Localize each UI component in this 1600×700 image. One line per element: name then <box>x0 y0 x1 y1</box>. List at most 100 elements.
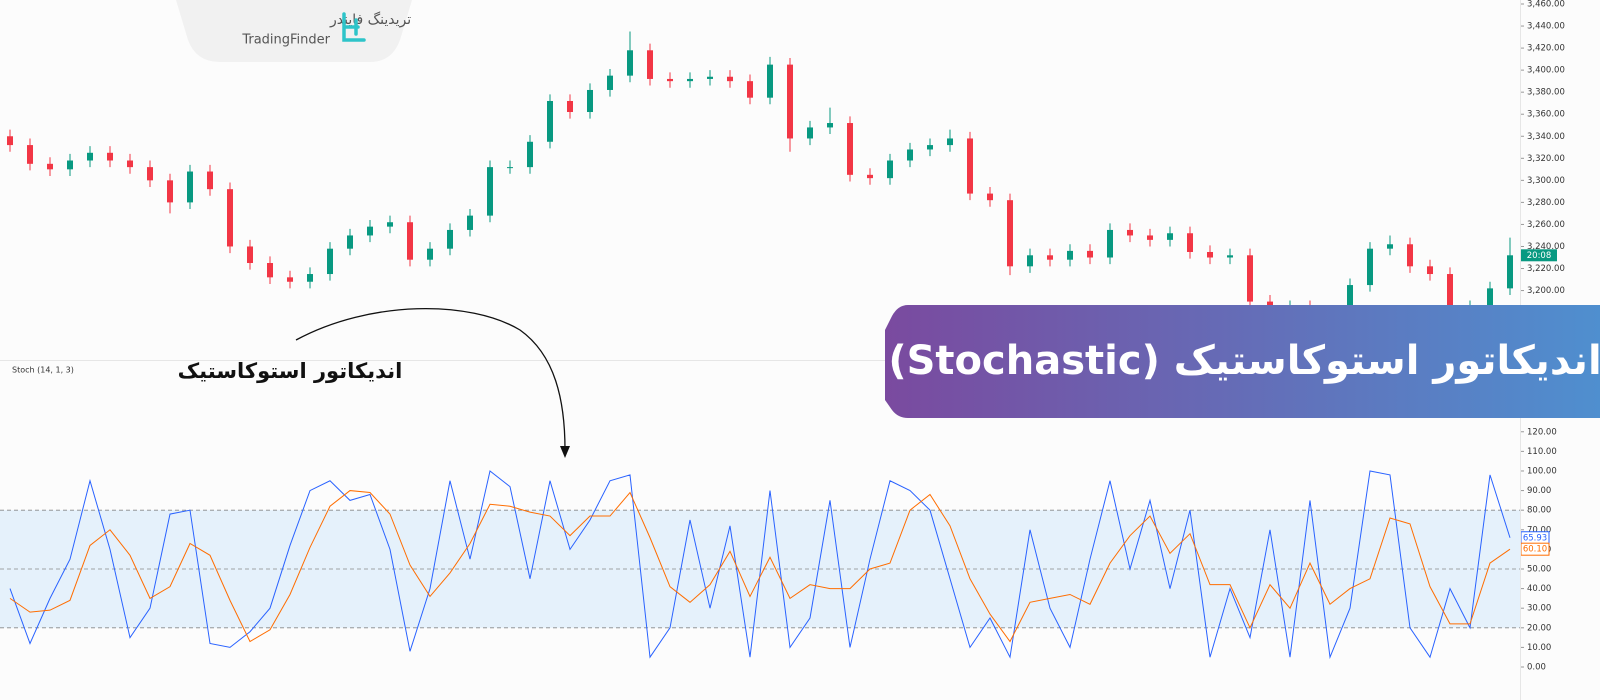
candle-body <box>207 171 213 190</box>
candle-body <box>787 64 793 139</box>
arrow-head <box>560 446 570 458</box>
logo-icon <box>342 12 366 42</box>
y-tick-label: 3,200.00 <box>1527 286 1565 296</box>
candle-body <box>1267 301 1273 308</box>
candle-body <box>1007 200 1013 267</box>
candle-body <box>967 138 973 194</box>
stoch-line <box>9 490 1511 643</box>
candle-body <box>327 248 333 275</box>
candle-body <box>687 78 693 82</box>
y-tick-label: 3,460.00 <box>1527 0 1565 10</box>
banner <box>885 305 1600 418</box>
y-tick-label: 10.00 <box>1527 643 1551 653</box>
candle-body <box>867 174 873 179</box>
candle-body <box>147 167 153 181</box>
candle-body <box>347 235 353 249</box>
candle-body <box>527 141 533 168</box>
candle-body <box>1187 233 1193 252</box>
candle-body <box>367 226 373 236</box>
y-tick-label: 3,300.00 <box>1527 176 1565 186</box>
candle-body <box>927 145 933 150</box>
candle-body <box>107 152 113 161</box>
logo-backdrop <box>176 0 412 62</box>
candle-body <box>587 89 593 113</box>
candle-body <box>987 193 993 201</box>
last-value-label: 60.10 <box>1523 545 1547 555</box>
candle-body <box>7 136 13 146</box>
y-tick-label: 3,320.00 <box>1527 154 1565 164</box>
candle-body <box>67 160 73 170</box>
candle-body <box>227 189 233 247</box>
y-tick-label: 3,220.00 <box>1527 264 1565 274</box>
candle-body <box>1087 250 1093 258</box>
candle-body <box>887 160 893 179</box>
candle-body <box>387 222 393 227</box>
candle-body <box>907 149 913 161</box>
candle-body <box>187 171 193 203</box>
annotation-arrow <box>295 308 566 451</box>
y-tick-label: 20.00 <box>1527 623 1551 633</box>
candle-body <box>467 215 473 230</box>
y-tick-label: 70.00 <box>1527 525 1551 535</box>
candle-body <box>87 152 93 161</box>
candle-body <box>1427 266 1433 275</box>
candle-body <box>1047 255 1053 260</box>
y-tick-label: 3,240.00 <box>1527 242 1565 252</box>
logo-text-en: TradingFinder <box>241 33 330 48</box>
annotation: اندیکاتور استوکاستیک <box>178 359 403 383</box>
candle-body <box>1167 233 1173 240</box>
y-tick-label: 3,420.00 <box>1527 44 1565 54</box>
last-value-label: 65.93 <box>1523 533 1547 543</box>
candle-body <box>307 274 313 282</box>
candle-body <box>127 160 133 168</box>
y-tick-label: 3,400.00 <box>1527 66 1565 76</box>
y-tick-label: 3,380.00 <box>1527 88 1565 98</box>
candle-body <box>847 123 853 175</box>
stoch-line <box>9 470 1511 660</box>
candle-body <box>1207 251 1213 258</box>
candle-body <box>247 246 253 264</box>
y-tick-label: 3,280.00 <box>1527 198 1565 208</box>
logo-text-fa: تریدینگ فایندر <box>329 11 411 28</box>
y-tick-label: 40.00 <box>1527 584 1551 594</box>
candle-body <box>507 167 513 169</box>
y-tick-label: 30.00 <box>1527 604 1551 614</box>
candle-body <box>1127 229 1133 236</box>
y-tick-label: 0.00 <box>1527 663 1546 673</box>
banner-title: اندیکاتور استوکاستیک (Stochastic) <box>888 338 1600 384</box>
candle-body <box>827 123 833 128</box>
candle-body <box>1107 229 1113 258</box>
y-tick-label: 80.00 <box>1527 506 1551 516</box>
candle-body <box>707 76 713 79</box>
candle-body <box>1487 288 1493 308</box>
y-tick-label: 110.00 <box>1527 447 1557 457</box>
candle-body <box>287 277 293 282</box>
candle-body <box>1027 255 1033 267</box>
candle-body <box>647 50 653 79</box>
candle-body <box>607 75 613 90</box>
candle-body <box>547 100 553 142</box>
candle-body <box>1447 274 1453 315</box>
candle-body <box>1067 250 1073 260</box>
candle-body <box>567 100 573 113</box>
y-tick-label: 100.00 <box>1527 466 1557 476</box>
candle-body <box>627 50 633 76</box>
y-tick-label: 3,360.00 <box>1527 110 1565 120</box>
candle-body <box>1227 255 1233 258</box>
candle-body <box>747 81 753 98</box>
candle-body <box>427 248 433 260</box>
candle-body <box>1387 244 1393 249</box>
candle-body <box>407 222 413 260</box>
y-tick-label: 90.00 <box>1527 486 1551 496</box>
candle-body <box>1347 285 1353 313</box>
candle-body <box>1147 235 1153 240</box>
candle-body <box>1407 244 1413 267</box>
candle-body <box>447 229 453 249</box>
y-tick-label: 3,340.00 <box>1527 132 1565 142</box>
countdown: 20:08 <box>1527 251 1552 261</box>
y-tick-label: 3,440.00 <box>1527 22 1565 32</box>
candle-body <box>947 138 953 146</box>
candle-body <box>487 167 493 216</box>
stoch-pane: 0.0010.0020.0030.0040.0050.0060.0070.008… <box>0 366 1557 673</box>
